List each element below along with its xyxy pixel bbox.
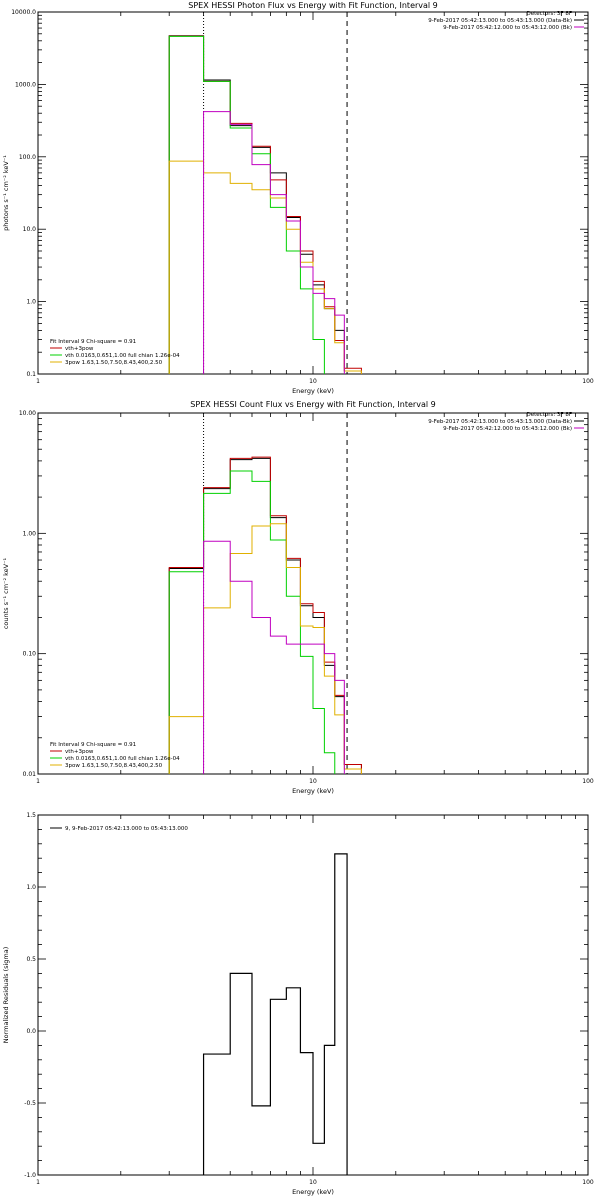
- y-tick-label: 1000.0: [15, 81, 36, 88]
- chart-title: SPEX HESSI Count Flux vs Energy with Fit…: [190, 400, 435, 409]
- legend-entry-text: 9-Feb-2017 05:42:13.000 to 05:43:13.000 …: [428, 18, 572, 24]
- y-tick-label: 0.5: [26, 956, 36, 963]
- y-tick-label: -1.0: [24, 1172, 36, 1179]
- x-axis-label: Energy (keV): [292, 1188, 334, 1196]
- y-tick-label: 1.5: [26, 812, 36, 819]
- x-tick-label: 1: [36, 778, 40, 785]
- x-tick-label: 1: [36, 1179, 40, 1186]
- series-total_fit: [168, 456, 362, 774]
- legend-header: Detectors: 3F 8F: [526, 11, 572, 17]
- y-axis-label: photons s⁻¹ cm⁻² keV⁻¹: [2, 155, 10, 231]
- series-bpow: [168, 523, 362, 774]
- series-vth: [168, 35, 325, 374]
- y-tick-label: 10000.0: [11, 9, 36, 16]
- series-data: [168, 457, 362, 774]
- legend-entry-text: 9-Feb-2017 05:42:13.000 to 05:43:13.000 …: [428, 419, 572, 425]
- x-tick-label: 100: [582, 778, 594, 785]
- legend-header: Detectors: 3F 8F: [526, 412, 572, 418]
- series-group: [168, 413, 362, 774]
- panel-residuals: 1 10 100 -1.0 -0.5 0.0 0.5 1.0 1.5 Energy (keV) No…: [2, 812, 594, 1196]
- series-residuals: [202, 853, 348, 1175]
- y-tick-label: 0.0: [26, 1028, 36, 1035]
- legend-entry-text: vth+3pow: [65, 749, 94, 755]
- y-tick-label: 10.0: [23, 226, 37, 233]
- y-tick-label: 100.0: [19, 154, 36, 161]
- series-group: [168, 12, 362, 374]
- plot-frame: [37, 412, 589, 775]
- chart-title: SPEX HESSI Photon Flux vs Energy with Fi…: [188, 1, 438, 10]
- y-tick-label: 1.0: [26, 299, 36, 306]
- legend-entry-text: 9-Feb-2017 05:42:12.000 to 05:43:12.000 …: [443, 426, 572, 432]
- x-axis-label: Energy (keV): [292, 387, 334, 395]
- legend-entry-text: 3pow 1.63,1.50,7.50,8.43,400,2.50: [65, 763, 163, 769]
- series-bpow: [168, 160, 362, 374]
- y-tick-label: 0.1: [26, 371, 36, 378]
- x-tick-label: 100: [582, 1179, 594, 1186]
- x-axis-label: Energy (keV): [292, 787, 334, 795]
- series-total_fit: [168, 35, 362, 374]
- series-data: [168, 35, 362, 374]
- legend-entry-text: 3pow 1.63,1.50,7.50,8.43,400,2.50: [65, 360, 163, 366]
- series-vth: [168, 470, 336, 774]
- y-tick-label: 1.00: [23, 530, 37, 537]
- x-tick-label: 1: [36, 378, 40, 385]
- legend-header: Fit Interval 9 Chi-square = 0.91: [50, 339, 136, 345]
- legend-entry-text: 9, 9-Feb-2017 05:42:13.000 to 05:43:13.0…: [65, 826, 188, 832]
- legend-entry-text: vth+3pow: [65, 346, 94, 352]
- y-tick-label: 0.10: [23, 651, 37, 658]
- x-tick-label: 10: [309, 778, 317, 785]
- y-tick-label: 0.01: [23, 771, 37, 778]
- x-tick-label: 10: [309, 378, 317, 385]
- panel-photon: SPEX HESSI Photon Flux vs Energy with Fi…: [2, 1, 594, 395]
- y-axis-label: Normalized Residuals (sigma): [2, 947, 10, 1044]
- x-tick-label: 10: [309, 1179, 317, 1186]
- y-tick-label: 1.0: [26, 884, 36, 891]
- legend-header: Fit Interval 9 Chi-square = 0.91: [50, 742, 136, 748]
- y-tick-label: -0.5: [24, 1100, 36, 1107]
- y-axis-label: counts s⁻¹ cm⁻² keV⁻¹: [2, 557, 10, 629]
- series-background: [203, 111, 345, 374]
- x-tick-label: 100: [582, 378, 594, 385]
- series-background: [203, 540, 345, 774]
- series-group: [202, 853, 348, 1175]
- legend-entry-text: vth 0.0163,0.651,1.00 full chian 1.26e-0…: [65, 353, 180, 359]
- legend-entry-text: vth 0.0163,0.651,1.00 full chian 1.26e-0…: [65, 756, 180, 762]
- legend-entry-text: 9-Feb-2017 05:42:12.000 to 05:43:12.000 …: [443, 25, 572, 31]
- panel-count: SPEX HESSI Count Flux vs Energy with Fit…: [2, 400, 594, 795]
- y-tick-label: 10.00: [19, 410, 36, 417]
